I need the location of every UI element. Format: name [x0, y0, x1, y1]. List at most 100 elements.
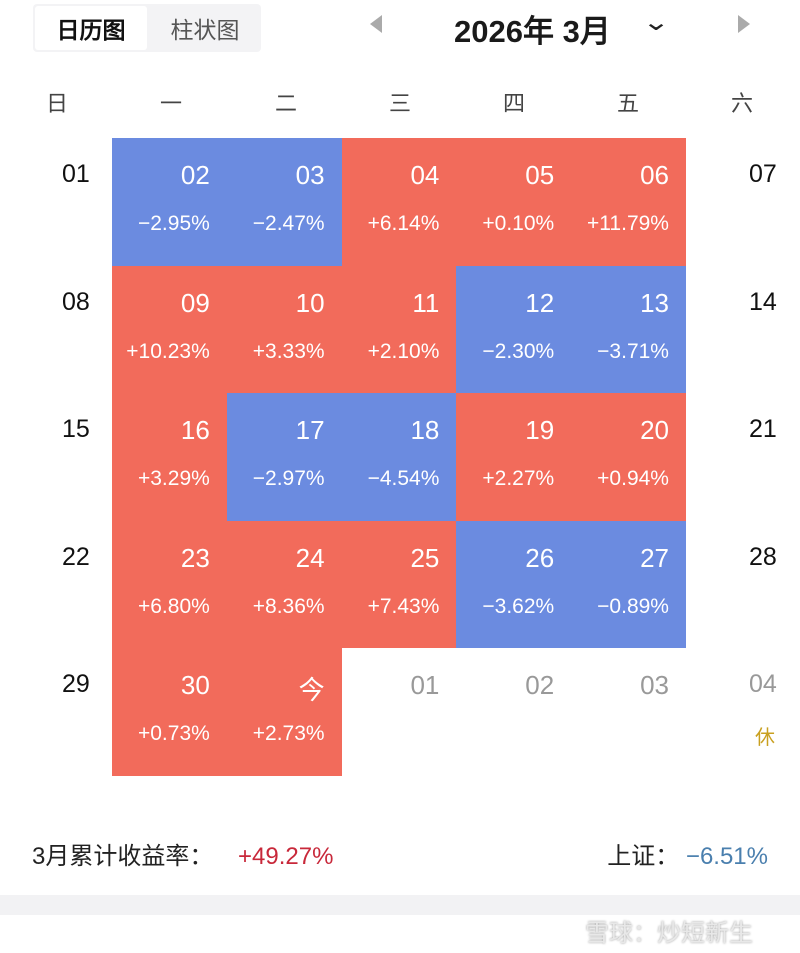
day-cell[interactable]: 今 +2.73%	[226, 648, 342, 776]
day-cell[interactable]: 17 −2.97%	[226, 393, 342, 521]
day-cell[interactable]: 12 −2.30%	[456, 265, 572, 393]
day-number: 04	[410, 160, 440, 190]
tab-bar-chart[interactable]: 柱状图	[170, 17, 240, 43]
day-number: 01	[410, 670, 440, 700]
day-return: +0.10%	[482, 212, 555, 235]
saturday-date[interactable]: 28	[749, 542, 777, 571]
month-title[interactable]: 2026年 3月	[454, 14, 611, 49]
weekday-label: 一	[159, 91, 182, 116]
index-value: −6.51%	[685, 843, 768, 870]
sunday-date[interactable]: 08	[62, 287, 90, 316]
day-cell[interactable]: 13 −3.71%	[571, 265, 686, 393]
day-number: 13	[640, 287, 669, 318]
day-cell[interactable]: 02	[456, 648, 571, 776]
index-label: 上证：	[607, 843, 680, 870]
day-cell[interactable]: 02 −2.95%	[112, 138, 227, 266]
weekday-label: 五	[616, 91, 639, 116]
day-number: 18	[410, 415, 440, 445]
day-number: 26	[525, 542, 555, 573]
day-cell[interactable]: 20 +0.94%	[571, 393, 686, 521]
monthly-return: 3月累计收益率： +49.27%	[32, 836, 333, 871]
sunday-date[interactable]: 22	[62, 542, 90, 571]
day-return: −4.54%	[367, 467, 440, 490]
day-number: 10	[295, 287, 325, 318]
saturday-date[interactable]: 04	[749, 670, 777, 698]
weekday-label: 日	[45, 91, 68, 116]
day-cell[interactable]: 23 +6.80%	[112, 520, 227, 648]
day-return: +7.43%	[367, 594, 440, 618]
calendar-week: 29 30 +0.73% 今 +2.73% 01 02 03 04 休	[0, 648, 800, 776]
day-return: +2.10%	[367, 339, 440, 363]
day-cell[interactable]: 04 +6.14%	[341, 138, 457, 266]
calendar-grid: 01 02 −2.95% 03 −2.47% 04 +6.14% 05 +0.10% 06 +11.…	[0, 138, 800, 776]
weekday-header: 日一二三四五六	[0, 86, 800, 116]
day-return: −2.47%	[252, 212, 325, 235]
saturday-date[interactable]: 07	[749, 160, 777, 188]
day-cell[interactable]: 03	[571, 648, 686, 776]
chevron-down-icon[interactable]: ⌄	[641, 9, 671, 36]
weekday-label: 三	[388, 91, 411, 116]
day-return: +0.73%	[137, 722, 210, 745]
day-number: 30	[180, 670, 210, 700]
day-number: 06	[640, 160, 669, 190]
day-return: −0.89%	[597, 594, 669, 618]
sunday-date[interactable]: 15	[62, 415, 90, 443]
day-cell[interactable]: 25 +7.43%	[341, 520, 457, 648]
day-return: +6.80%	[137, 594, 210, 618]
holiday-badge: 休	[755, 727, 775, 749]
sunday-date[interactable]: 01	[62, 160, 90, 188]
day-cell[interactable]: 26 −3.62%	[456, 520, 572, 648]
section-divider	[0, 895, 800, 915]
day-cell[interactable]: 03 −2.47%	[226, 138, 342, 266]
day-return: −2.97%	[252, 467, 325, 490]
day-return: +0.94%	[597, 467, 669, 490]
day-return: +6.14%	[367, 212, 440, 235]
day-number: 19	[525, 415, 555, 445]
saturday-date[interactable]: 21	[749, 415, 777, 443]
day-cell[interactable]: 16 +3.29%	[112, 393, 227, 521]
day-number: 03	[640, 670, 669, 700]
day-cell[interactable]: 24 +8.36%	[226, 520, 342, 648]
sunday-date[interactable]: 29	[62, 670, 90, 698]
calendar-week: 01 02 −2.95% 03 −2.47% 04 +6.14% 05 +0.10% 06 +11.…	[0, 138, 800, 266]
day-number: 03	[295, 160, 325, 190]
day-cell[interactable]: 18 −4.54%	[341, 393, 457, 521]
day-cell[interactable]: 30 +0.73%	[112, 648, 227, 776]
day-number: 23	[180, 542, 210, 573]
watermark: 雪球：炒短新生	[585, 920, 753, 947]
day-cell[interactable]: 10 +3.33%	[226, 265, 342, 393]
day-cell[interactable]: 19 +2.27%	[456, 393, 572, 521]
monthly-return-label: 3月累计收益率：	[32, 843, 214, 870]
day-cell[interactable]: 01	[342, 648, 457, 776]
day-number: 今	[298, 675, 325, 705]
day-cell[interactable]: 09 +10.23%	[112, 265, 227, 393]
day-number: 11	[412, 287, 440, 318]
weekday-label: 二	[274, 91, 297, 116]
day-cell[interactable]: 11 +2.10%	[341, 265, 457, 393]
next-month-icon[interactable]	[738, 15, 750, 33]
weekday-label: 六	[730, 91, 753, 116]
day-return: +11.79%	[587, 212, 669, 235]
day-return: +3.33%	[252, 339, 325, 363]
day-number: 02	[525, 670, 555, 700]
day-number: 12	[525, 287, 555, 318]
day-cell[interactable]: 27 −0.89%	[571, 520, 686, 648]
day-return: +2.73%	[252, 722, 325, 745]
day-number: 05	[525, 160, 555, 190]
tab-calendar[interactable]: 日历图	[35, 6, 147, 50]
prev-month-icon[interactable]	[370, 15, 382, 33]
day-number: 20	[640, 415, 669, 445]
monthly-return-value: +49.27%	[238, 843, 334, 870]
day-cell[interactable]: 05 +0.10%	[456, 138, 572, 266]
calendar-week: 15 16 +3.29% 17 −2.97% 18 −4.54% 19 +2.27% 20 +0.9…	[0, 393, 800, 521]
day-return: +2.27%	[482, 467, 555, 490]
calendar-week: 22 23 +6.80% 24 +8.36% 25 +7.43% 26 −3.62% 27 −0.8…	[0, 520, 800, 648]
saturday-date[interactable]: 14	[749, 287, 777, 316]
day-return: +10.23%	[126, 339, 210, 363]
day-return: +8.36%	[252, 594, 325, 618]
day-number: 25	[410, 542, 440, 573]
calendar-week: 08 09 +10.23% 10 +3.33% 11 +2.10% 12 −2.30% 13 −3.…	[0, 265, 800, 393]
index-return: 上证： −6.51%	[607, 836, 768, 871]
weekday-label: 四	[502, 91, 525, 116]
day-cell[interactable]: 06 +11.79%	[571, 138, 686, 266]
